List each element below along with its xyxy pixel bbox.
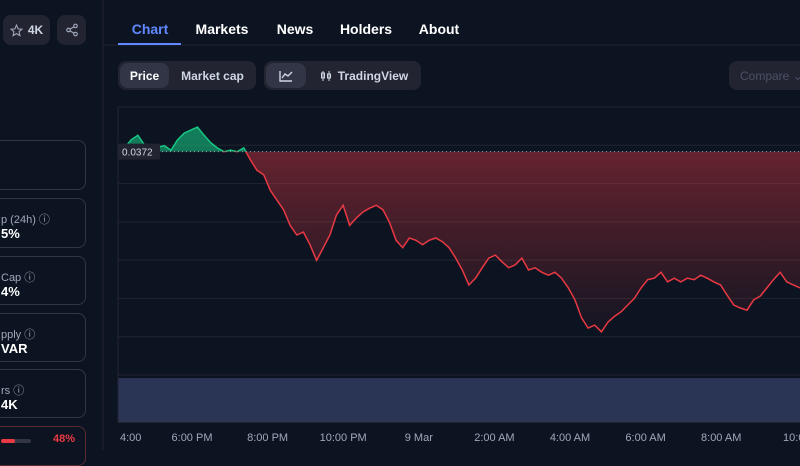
line-chart-button[interactable] (266, 63, 306, 88)
stat-card: p (24h) ⓘ 5% (0, 198, 86, 248)
tab[interactable]: Chart (131, 21, 169, 37)
x-tick-label: 6:00 AM (625, 432, 665, 444)
x-tick-label: 9 Mar (405, 432, 433, 444)
card-value: VAR (1, 341, 28, 356)
reference-label: 0.0372 (122, 148, 153, 159)
x-tick-label: 10:00 (783, 432, 800, 444)
star-icon (9, 23, 23, 37)
tab[interactable]: About (418, 21, 460, 37)
volume-area (118, 378, 800, 422)
card-value: 4% (1, 284, 20, 299)
area-below (118, 151, 800, 332)
toggle-price[interactable]: Price (120, 63, 169, 88)
line-icon (279, 70, 293, 82)
progress-bar (1, 439, 16, 443)
x-tick-label: 8:00 AM (701, 432, 741, 444)
stat-card: pply ⓘ VAR (0, 313, 86, 362)
card-label: Cap ⓘ (1, 272, 36, 284)
progress-card: 48% (0, 426, 86, 466)
star-count: 4K (27, 23, 44, 37)
x-tick-label: 2:00 AM (474, 432, 514, 444)
progress-track (1, 439, 31, 443)
card-value: 4K (1, 397, 18, 412)
tab[interactable]: Markets (195, 21, 249, 37)
share-button[interactable] (57, 15, 86, 45)
tradingview-label: TradingView (337, 68, 409, 83)
price-chart: 0.0372 4:00 6:00 PM 8:00 PM 10:00 PM 9 Mar 2:0… (102, 0, 800, 450)
card-value: 5% (1, 226, 20, 241)
price-line-up (118, 126, 247, 152)
toggle-group: Price Market cap (118, 61, 256, 90)
x-tick-label: 4:00 (120, 432, 141, 444)
compare-button[interactable]: Compare ⌄ (729, 61, 800, 90)
card-label: rs ⓘ (1, 385, 25, 397)
tab[interactable]: News (276, 21, 314, 37)
x-tick-label: 4:00 AM (550, 432, 590, 444)
watchlist-button[interactable]: 4K (3, 15, 50, 45)
reference-label-bg (118, 143, 160, 160)
stat-card: Cap ⓘ 4% (0, 256, 86, 305)
price-line-down (222, 151, 800, 333)
x-tick-label: 10:00 PM (320, 432, 367, 444)
x-tick-label: 8:00 PM (247, 432, 288, 444)
tab[interactable]: Holders (339, 21, 393, 37)
progress-label: 48% (53, 433, 76, 445)
card-label: p (24h) ⓘ (1, 214, 50, 226)
card-label: pply ⓘ (1, 329, 36, 341)
candle-icon (320, 70, 331, 81)
x-tick-label: 6:00 PM (172, 432, 213, 444)
share-icon (65, 23, 78, 37)
chart-style-group: TradingView (264, 61, 421, 90)
tradingview-button[interactable]: TradingView (310, 63, 418, 88)
stat-card (0, 140, 86, 190)
stat-card: rs ⓘ 4K (0, 369, 86, 418)
toggle-market-cap[interactable]: Market cap (181, 68, 244, 83)
compare-label: Compare (740, 68, 790, 83)
